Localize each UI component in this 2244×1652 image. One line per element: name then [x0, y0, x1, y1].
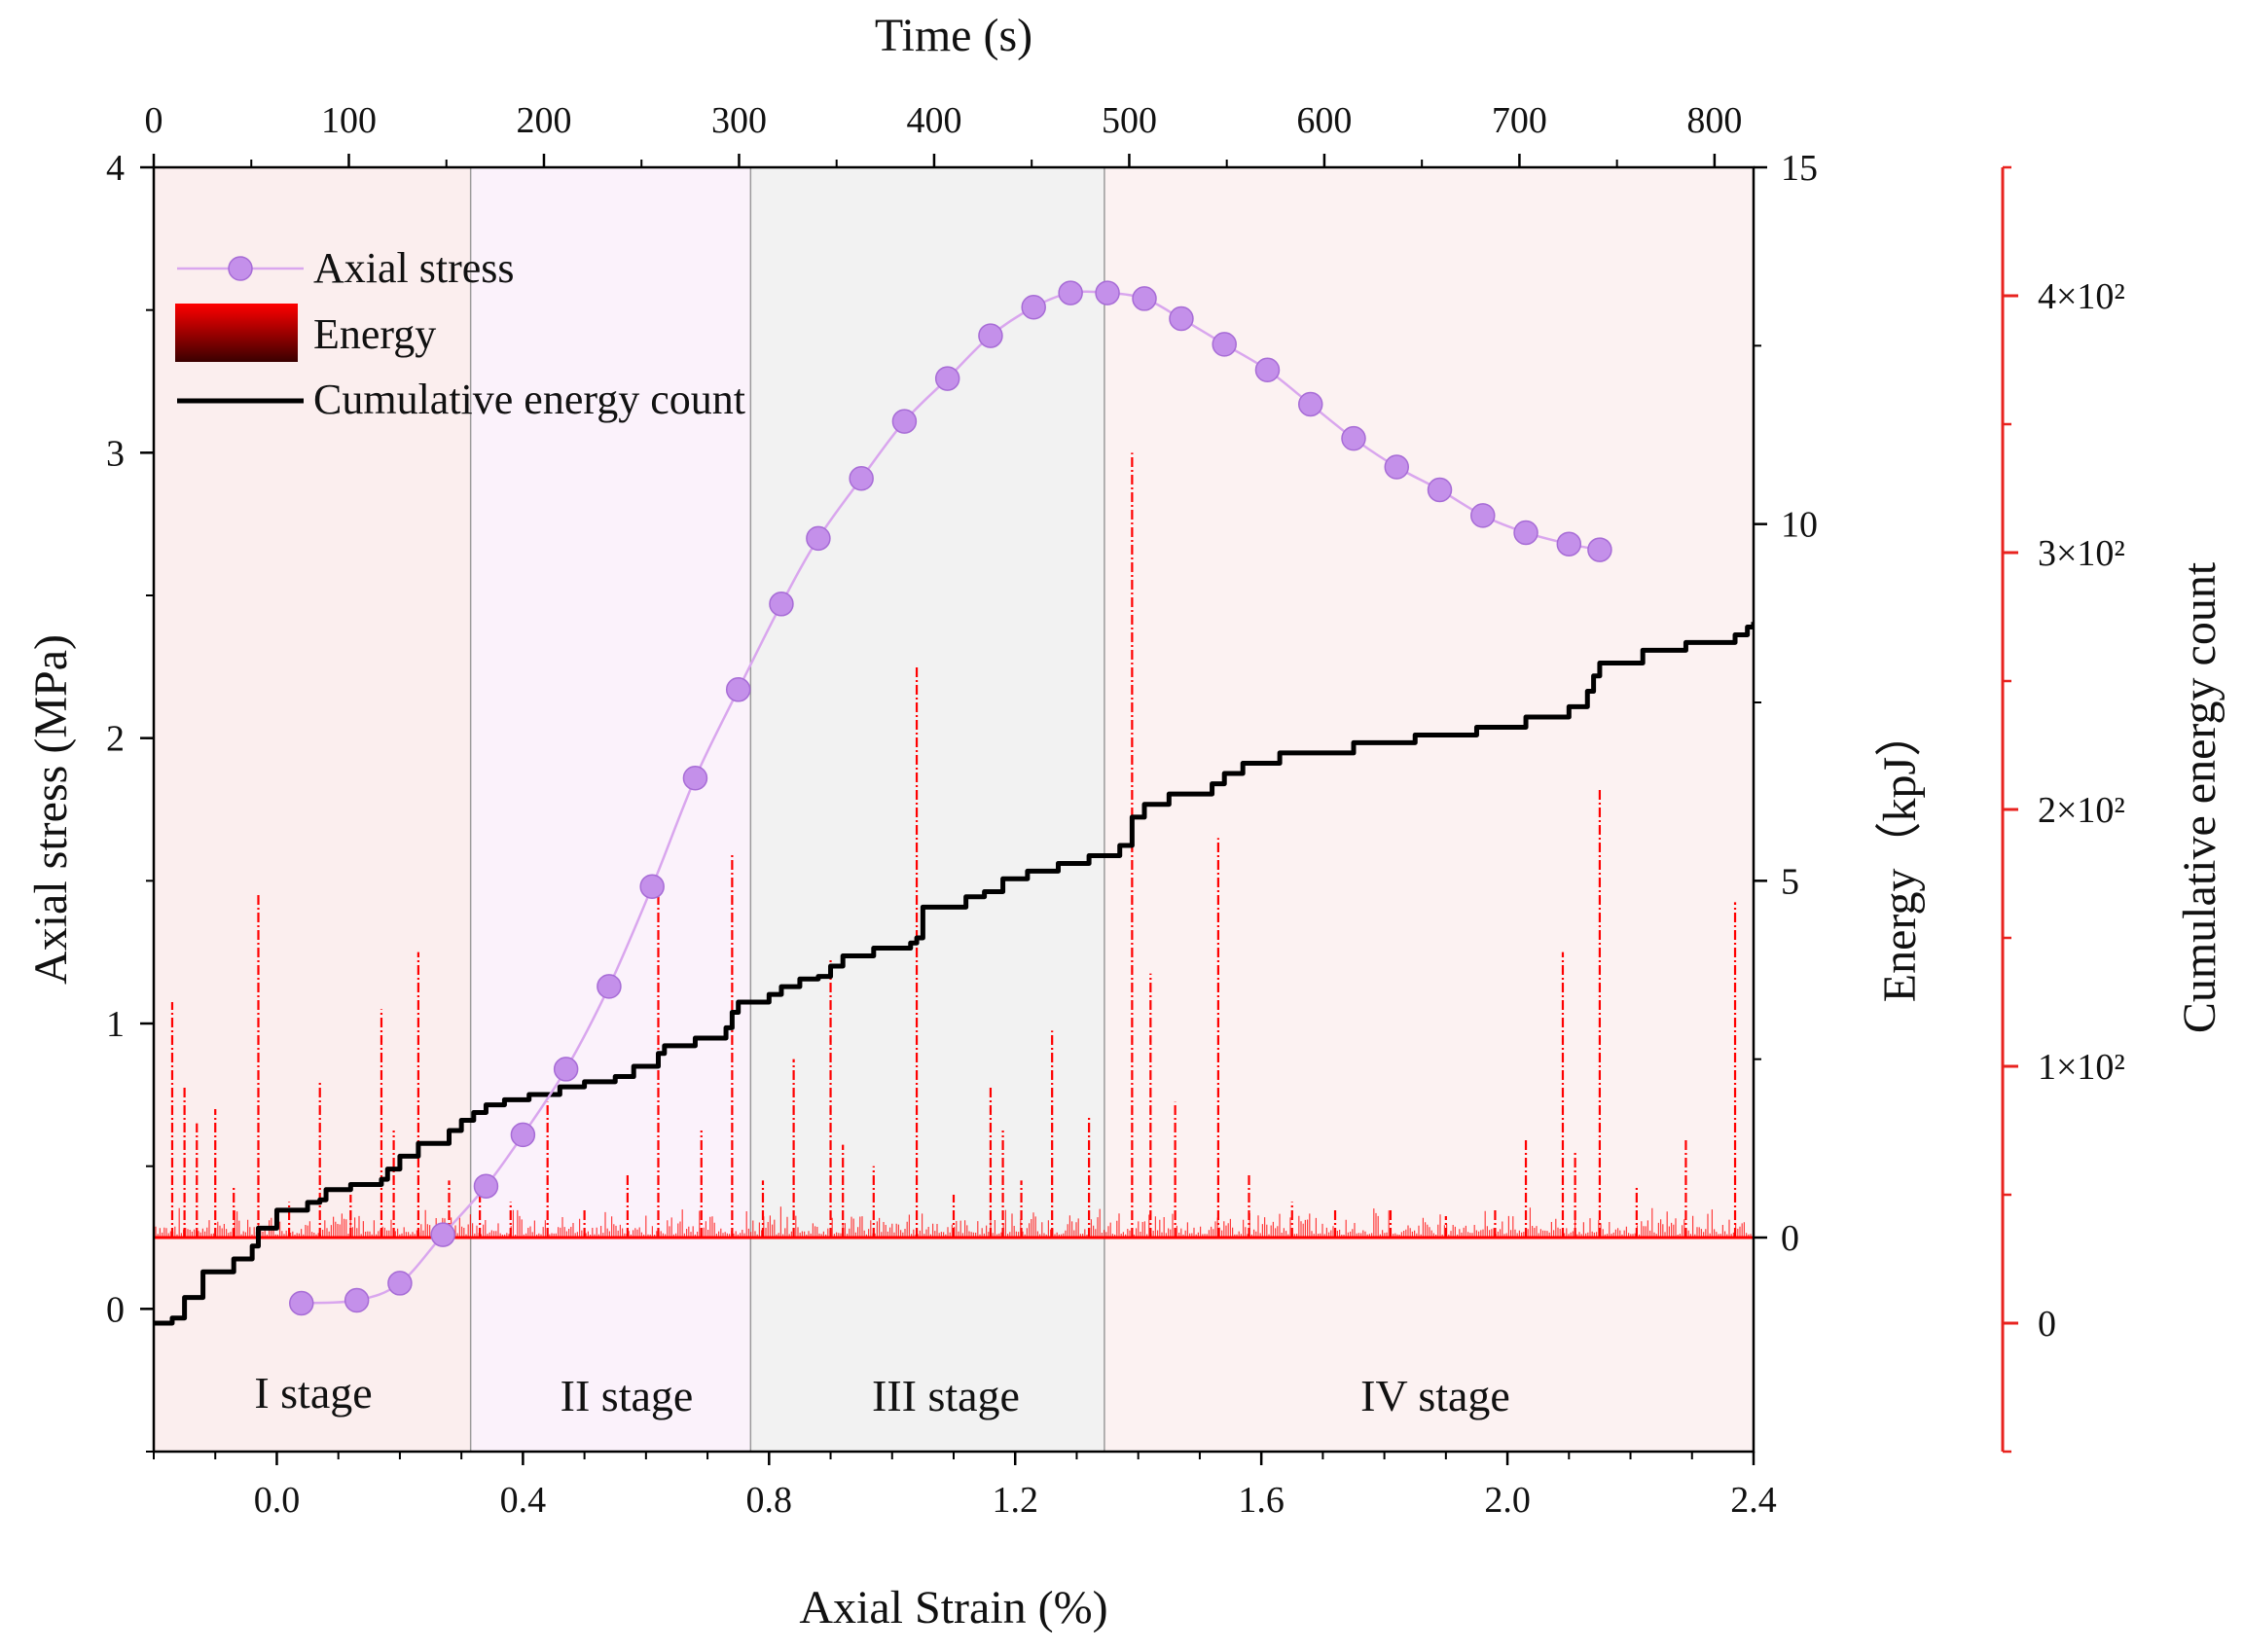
time-tick-label: 800: [1686, 100, 1742, 141]
axial-stress-marker: [849, 465, 874, 491]
energy-tick-label: 0: [1781, 1218, 1799, 1259]
axial-stress-marker: [1169, 305, 1194, 332]
axial-stress-marker: [1513, 520, 1538, 546]
cumulative-tick-label: 4×10²: [2038, 276, 2125, 317]
axial-stress-marker: [1587, 537, 1612, 562]
energy-tick-label: 15: [1781, 148, 1818, 189]
axial-stress-marker: [597, 974, 622, 999]
energy-tick-label: 5: [1781, 861, 1799, 902]
x-tick-label: 0.4: [500, 1480, 547, 1521]
axial-stress-marker: [934, 366, 960, 391]
time-tick-label: 600: [1296, 100, 1352, 141]
y-left-tick-label: 4: [106, 148, 125, 189]
axial-stress-marker: [1341, 425, 1366, 451]
axial-stress-marker: [1556, 531, 1582, 557]
left-axis-title: Axial stress (MPa): [25, 634, 77, 985]
stage-label-1: I stage: [254, 1368, 372, 1418]
x-tick-label: 2.4: [1730, 1480, 1777, 1521]
time-tick-label: 700: [1492, 100, 1547, 141]
stage-region-3: [750, 167, 1104, 1452]
cumulative-tick-label: 2×10²: [2038, 790, 2125, 831]
stage-label-2: II stage: [561, 1371, 694, 1420]
axial-stress-marker: [978, 323, 1003, 348]
axial-stress-marker: [1384, 454, 1410, 480]
x-tick-label: 1.6: [1238, 1480, 1285, 1521]
cumulative-energy-series: [154, 622, 1754, 1326]
stage-region-4: [1104, 167, 1754, 1452]
energy-series: [154, 452, 1754, 1239]
axial-stress-marker: [344, 1287, 370, 1313]
x-tick-label: 0.8: [746, 1480, 793, 1521]
axial-stress-series: [289, 280, 1612, 1316]
energy-axis-title: Energy（kpJ）: [1874, 710, 1926, 1002]
cumulative-energy-line: [154, 622, 1754, 1326]
axial-stress-marker: [289, 1290, 314, 1316]
stage-label-3: III stage: [872, 1371, 1020, 1420]
time-tick-label: 500: [1102, 100, 1157, 141]
axial-stress-marker: [1212, 332, 1237, 357]
axial-stress-marker: [769, 592, 794, 617]
axial-stress-marker: [1132, 286, 1157, 311]
axial-stress-marker: [553, 1057, 579, 1082]
y-left-tick-label: 2: [106, 719, 125, 760]
time-tick-label: 400: [906, 100, 961, 141]
legend-energy-patch: [175, 304, 298, 362]
axial-stress-marker: [430, 1222, 455, 1247]
axial-stress-marker: [1254, 357, 1281, 383]
stage-label-4: IV stage: [1360, 1371, 1510, 1420]
legend-label-energy: Energy: [313, 310, 436, 358]
legend-label-cumulative: Cumulative energy count: [313, 376, 745, 423]
axial-stress-marker: [510, 1122, 536, 1148]
axial-stress-marker: [682, 765, 708, 791]
axial-stress-marker: [725, 677, 751, 702]
axial-stress-marker: [639, 874, 665, 899]
y-left-tick-label: 3: [106, 433, 125, 474]
legend: Axial stress Energy Cumulative energy co…: [175, 244, 745, 423]
x-tick-label: 0.0: [254, 1480, 301, 1521]
energy-baseline-noise: [155, 1206, 1752, 1238]
legend-stress-marker: [228, 256, 253, 281]
y-left-tick-label: 1: [106, 1004, 125, 1045]
axial-stress-marker: [387, 1271, 413, 1296]
legend-label-stress: Axial stress: [313, 244, 515, 292]
cumulative-axis-title: Cumulative energy count: [2174, 561, 2226, 1033]
cumulative-tick-label: 0: [2038, 1304, 2056, 1345]
axial-stress-marker: [1058, 280, 1083, 305]
axes: 0.0 0.4 0.8 1.2 1.6 2.0 2.40 100 200 300 400 500 600…: [106, 100, 2125, 1521]
time-tick-label: 300: [711, 100, 767, 141]
axial-stress-marker: [891, 409, 918, 434]
axial-stress-marker: [1095, 280, 1120, 305]
top-axis-title: Time (s): [875, 10, 1032, 61]
axial-stress-marker: [1427, 477, 1453, 503]
axial-stress-marker: [1297, 391, 1323, 417]
axial-stress-marker: [1021, 294, 1046, 320]
axial-stress-marker: [473, 1173, 499, 1199]
stage-region-2: [470, 167, 751, 1452]
x-axis-title: Axial Strain (%): [799, 1582, 1107, 1634]
stage-backgrounds: [154, 167, 1754, 1452]
time-tick-label: 200: [516, 100, 571, 141]
axial-stress-marker: [806, 525, 831, 552]
y-left-tick-label: 0: [106, 1289, 125, 1330]
cumulative-tick-label: 3×10²: [2038, 533, 2125, 574]
x-tick-label: 1.2: [992, 1480, 1038, 1521]
energy-tick-label: 10: [1781, 505, 1818, 546]
axial-stress-marker: [1470, 503, 1496, 528]
time-tick-label: 100: [321, 100, 377, 141]
time-tick-label: 0: [145, 100, 163, 141]
x-tick-label: 2.0: [1484, 1480, 1531, 1521]
cumulative-tick-label: 1×10²: [2038, 1047, 2125, 1088]
